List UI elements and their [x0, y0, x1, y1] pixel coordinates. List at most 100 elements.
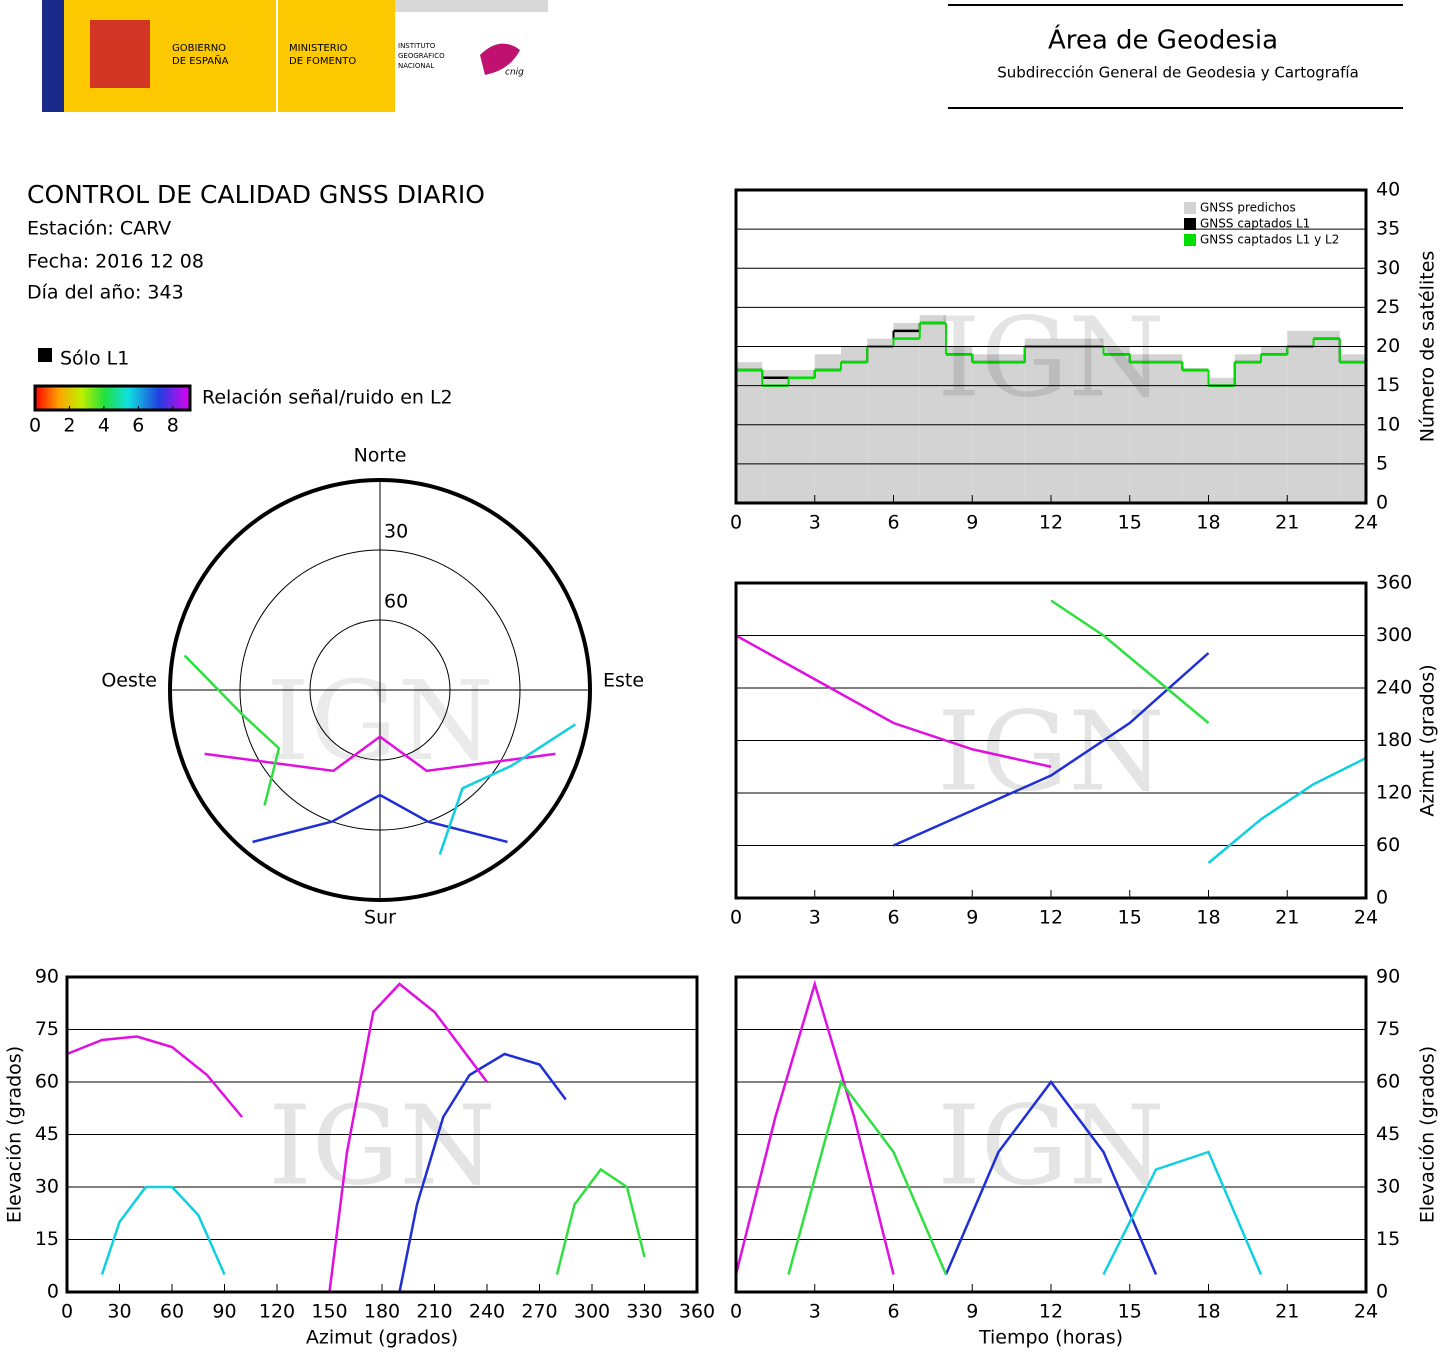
- legend-label: GNSS predichos: [1200, 201, 1296, 215]
- y-tick-label: 0: [1376, 1281, 1388, 1303]
- y-tick-label: 15: [35, 1228, 59, 1250]
- logo: GOBIERNO DE ESPAÑA MINISTERIO DE FOMENTO…: [42, 0, 548, 112]
- logo-text: GOBIERNO: [172, 43, 226, 54]
- y-tick-label: 360: [1376, 572, 1412, 594]
- legend-label: Sólo L1: [60, 348, 129, 370]
- sky-border: [168, 478, 592, 902]
- x-tick-label: 15: [1118, 512, 1142, 534]
- x-tick-label: 30: [107, 1301, 131, 1323]
- y-tick-label: 35: [1376, 218, 1400, 240]
- y-tick-label: 60: [1376, 1071, 1400, 1093]
- direction-label: Este: [603, 670, 644, 692]
- legend-label: GNSS captados L1: [1200, 217, 1310, 231]
- x-tick-label: 15: [1118, 907, 1142, 929]
- predicted-bar: [1313, 330, 1340, 503]
- colorbar-tick-label: 2: [63, 415, 75, 437]
- watermark: IGN: [937, 293, 1165, 421]
- satellite-track: [252, 793, 508, 844]
- elevation-ring: [239, 549, 521, 831]
- predicted-bar: [814, 354, 841, 503]
- x-tick-label: 60: [160, 1301, 184, 1323]
- y-tick-label: 180: [1376, 729, 1412, 751]
- satellite-track: [398, 1052, 567, 1293]
- y-tick-label: 25: [1376, 296, 1400, 318]
- logo-text: cnig: [505, 68, 524, 78]
- satellite-track: [944, 1079, 1158, 1275]
- satellite-track: [1102, 1150, 1263, 1276]
- y-tick-label: 45: [1376, 1123, 1400, 1145]
- x-tick-label: 3: [809, 512, 821, 534]
- x-tick-label: 360: [679, 1301, 715, 1323]
- y-tick-label: 30: [1376, 257, 1400, 279]
- logo-text: GEOGRÁFICO: [398, 51, 445, 60]
- satellite-track: [66, 1035, 243, 1118]
- elevation-ring: [309, 619, 451, 761]
- x-axis-label: Azimut (grados): [306, 1327, 458, 1349]
- logo-text: MINISTERIO: [289, 43, 348, 54]
- x-tick-label: 21: [1275, 907, 1299, 929]
- legend-label: GNSS captados L1 y L2: [1200, 233, 1339, 247]
- report-date: Fecha: 2016 12 08: [27, 251, 204, 273]
- x-tick-label: 0: [730, 1301, 742, 1323]
- x-tick-label: 330: [626, 1301, 662, 1323]
- satellite-track: [787, 1079, 948, 1275]
- satellite-track: [1207, 756, 1367, 864]
- satellite-track: [328, 982, 488, 1293]
- x-tick-label: 15: [1118, 1301, 1142, 1323]
- predicted-bar: [1287, 330, 1314, 503]
- y-tick-label: 60: [35, 1071, 59, 1093]
- predicted-bar: [972, 354, 999, 503]
- y-tick-label: 10: [1376, 413, 1400, 435]
- x-tick-label: 120: [259, 1301, 295, 1323]
- logo-text: DE ESPAÑA: [172, 54, 229, 67]
- x-tick-label: 300: [574, 1301, 610, 1323]
- y-tick-label: 20: [1376, 335, 1400, 357]
- y-tick-label: 15: [1376, 374, 1400, 396]
- report-station: Estación: CARV: [27, 218, 171, 240]
- y-tick-label: 60: [1376, 834, 1400, 856]
- y-tick-label: 90: [35, 966, 59, 988]
- direction-label: Oeste: [101, 670, 157, 692]
- predicted-bar: [1024, 338, 1051, 503]
- predicted-bar: [1208, 377, 1235, 503]
- predicted-bar: [893, 323, 920, 503]
- x-tick-label: 24: [1354, 907, 1378, 929]
- colorbar-tick-label: 4: [98, 415, 110, 437]
- legend-swatch: [38, 348, 52, 362]
- x-tick-label: 180: [364, 1301, 400, 1323]
- x-tick-label: 0: [730, 907, 742, 929]
- x-tick-label: 12: [1039, 907, 1063, 929]
- y-axis-label: Elevación (grados): [4, 1046, 26, 1223]
- x-tick-label: 270: [521, 1301, 557, 1323]
- satellite-track: [1050, 599, 1210, 724]
- x-tick-label: 21: [1275, 512, 1299, 534]
- logo-text: INSTITUTO: [398, 42, 436, 50]
- y-tick-label: 120: [1376, 782, 1412, 804]
- predicted-bar: [1182, 369, 1209, 503]
- y-axis-label: Elevación (grados): [1417, 1046, 1439, 1223]
- y-tick-label: 300: [1376, 624, 1412, 646]
- y-tick-label: 5: [1376, 452, 1388, 474]
- legend-swatch: [1184, 218, 1196, 230]
- x-tick-label: 18: [1196, 512, 1220, 534]
- x-tick-label: 3: [809, 1301, 821, 1323]
- y-tick-label: 0: [1376, 887, 1388, 909]
- watermark: IGN: [268, 1081, 496, 1209]
- x-tick-label: 9: [966, 907, 978, 929]
- plot-frame: [65, 975, 699, 1294]
- legend-swatch: [1184, 202, 1196, 214]
- y-tick-label: 240: [1376, 677, 1412, 699]
- plot-frame: [734, 581, 1368, 900]
- watermark: IGN: [937, 687, 1165, 815]
- predicted-bar: [762, 369, 789, 503]
- colorbar: [33, 384, 192, 412]
- x-tick-label: 6: [887, 907, 899, 929]
- colorbar-tick-label: 0: [29, 415, 41, 437]
- watermark: IGN: [937, 1081, 1165, 1209]
- y-tick-label: 15: [1376, 1228, 1400, 1250]
- satellite-track: [734, 979, 895, 1275]
- predicted-bar: [736, 362, 763, 503]
- predicted-bar: [867, 338, 894, 503]
- x-tick-label: 9: [966, 1301, 978, 1323]
- x-tick-label: 3: [809, 907, 821, 929]
